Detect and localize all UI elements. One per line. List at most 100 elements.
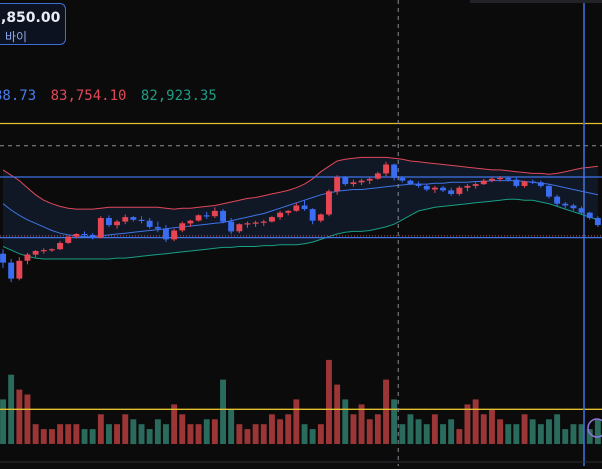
- volume-bar: [220, 379, 226, 444]
- candle-body: [537, 182, 544, 186]
- candle-body: [383, 164, 389, 174]
- volume-bar: [480, 414, 487, 444]
- candle-body: [252, 222, 259, 224]
- volume-bar: [179, 414, 186, 444]
- candle-body: [366, 178, 373, 181]
- volume-bar: [171, 404, 178, 444]
- volume-bar: [529, 419, 536, 445]
- candle-body: [391, 164, 398, 178]
- candle-body: [293, 205, 300, 211]
- volume-bar: [342, 399, 349, 444]
- candle-body: [448, 190, 455, 194]
- candle-body: [187, 220, 194, 224]
- volume-bar: [415, 419, 422, 445]
- candle-body: [497, 177, 503, 180]
- volume-bar: [81, 429, 88, 444]
- candle-body: [106, 218, 112, 226]
- volume-bar: [40, 429, 47, 444]
- volume-bar: [374, 414, 381, 444]
- candle-body: [440, 187, 446, 191]
- candle-body: [399, 177, 406, 181]
- volume-bar: [228, 409, 235, 444]
- volume-bar: [252, 424, 259, 444]
- candle-body: [244, 223, 251, 225]
- volume-bar: [562, 429, 569, 444]
- volume-bar: [260, 424, 267, 444]
- volume-bar: [497, 419, 503, 445]
- candle-body: [334, 177, 341, 192]
- volume-bar: [163, 424, 169, 444]
- volume-bar: [122, 414, 129, 444]
- volume-bar: [285, 414, 292, 444]
- candle-body: [57, 243, 63, 250]
- volume-bar: [513, 424, 520, 444]
- volume-bar: [334, 384, 341, 444]
- volume-bar: [489, 409, 495, 444]
- candle-body: [171, 230, 178, 240]
- candle-body: [586, 212, 593, 218]
- volume-bar: [546, 419, 552, 445]
- volume-bar: [73, 424, 80, 444]
- bb-upper-line: [2, 156, 598, 210]
- candle-body: [195, 215, 202, 221]
- volume-bar: [358, 404, 365, 444]
- volume-bar: [293, 399, 300, 444]
- volume-bar: [65, 424, 72, 444]
- volume-bar: [505, 424, 512, 444]
- volume-bar: [440, 424, 446, 444]
- volume-bar: [236, 424, 243, 444]
- candle-body: [220, 210, 226, 222]
- buy-price-box[interactable]: ,850.00 바이: [0, 3, 66, 45]
- candle-body: [562, 203, 569, 206]
- volume-bar: [391, 399, 398, 444]
- candle-body: [154, 226, 161, 229]
- volume-bar: [211, 419, 218, 445]
- candle-body: [130, 217, 137, 220]
- candle-body: [326, 191, 332, 215]
- volume-bar: [456, 429, 463, 444]
- candle-body: [89, 234, 96, 238]
- volume-bar: [586, 429, 593, 444]
- candle-body: [8, 262, 15, 279]
- candle-body: [374, 173, 381, 179]
- buy-price: ,850.00: [1, 10, 61, 26]
- candle-body: [40, 250, 47, 252]
- volume-bar: [187, 424, 194, 444]
- candlesticks: [0, 161, 601, 283]
- volume-bar: [431, 414, 438, 444]
- volume-bar: [277, 419, 283, 445]
- candle-body: [456, 187, 463, 194]
- candle-body: [342, 177, 349, 185]
- volume-bar: [326, 359, 332, 444]
- volume-bar: [399, 424, 406, 444]
- candle-body: [236, 224, 243, 232]
- candle-body: [269, 217, 275, 222]
- candle-body: [594, 218, 601, 226]
- candle-body: [546, 185, 552, 197]
- candle-body: [163, 228, 169, 240]
- candle-body: [146, 220, 153, 227]
- legend-lower-value: 82,923.35: [140, 88, 217, 104]
- buy-label: 바이: [5, 30, 28, 44]
- volume-bar: [138, 424, 145, 444]
- candle-body: [228, 221, 235, 232]
- marker-circle-icon: [587, 418, 602, 438]
- candle-body: [513, 179, 520, 186]
- candle-body: [505, 177, 512, 180]
- volume-bar: [472, 399, 479, 444]
- candle-body: [415, 184, 422, 186]
- candle-body: [489, 178, 495, 181]
- volume-bar: [269, 414, 275, 444]
- volume-bar: [16, 389, 23, 445]
- volume-bar: [383, 379, 389, 444]
- candle-body: [407, 180, 414, 185]
- volume-bar: [309, 429, 316, 444]
- volume-bar: [97, 414, 104, 444]
- candle-body: [554, 196, 561, 204]
- volume-bar: [49, 429, 55, 444]
- candle-body: [301, 205, 308, 210]
- legend-upper-value: 83,754.10: [50, 88, 127, 104]
- volume-bar: [407, 414, 414, 444]
